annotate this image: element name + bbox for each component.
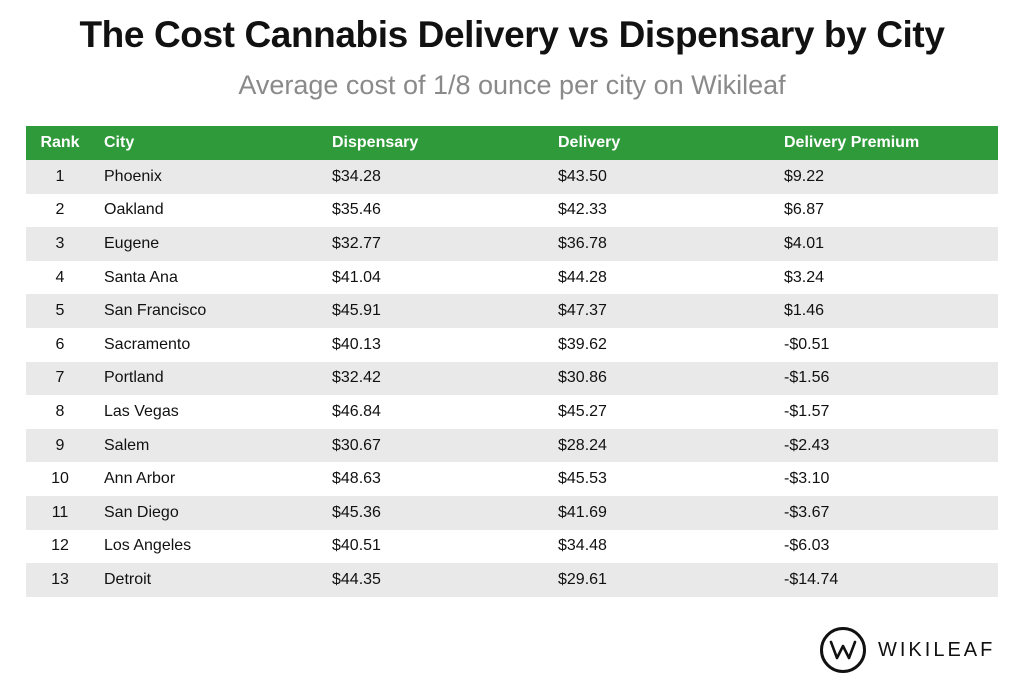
cell-rank: 4	[55, 268, 65, 286]
table-row: 5 San Francisco $45.91 $47.37 $1.46	[26, 294, 998, 328]
table-row: 12 Los Angeles $40.51 $34.48 -$6.03	[26, 529, 998, 564]
table-row: 9 Salem $30.67 $28.24 -$2.43	[26, 428, 998, 463]
cell-dispensary: $48.63	[332, 470, 381, 488]
cell-dispensary: $30.67	[332, 436, 381, 454]
cell-delivery: $42.33	[558, 201, 607, 219]
table-row: 6 Sacramento $40.13 $39.62 -$0.51	[26, 327, 998, 362]
cell-city: Oakland	[104, 201, 164, 219]
cell-city: San Francisco	[104, 302, 207, 320]
wikileaf-logo: WIKILEAF	[820, 626, 995, 674]
cell-dispensary: $45.91	[332, 302, 381, 320]
cell-delivery: $28.24	[558, 436, 607, 454]
cell-rank: 6	[55, 335, 65, 353]
cell-rank: 10	[51, 470, 69, 488]
chart-subtitle: Average cost of 1/8 ounce per city on Wi…	[238, 70, 786, 100]
cell-city: Las Vegas	[104, 402, 179, 420]
cell-rank: 5	[55, 302, 65, 320]
cell-city: Santa Ana	[104, 268, 178, 286]
cell-delivery-premium: -$0.51	[784, 335, 830, 353]
cell-delivery-premium: -$3.67	[784, 503, 830, 521]
cell-delivery: $29.61	[558, 570, 607, 588]
table-row: 3 Eugene $32.77 $36.78 $4.01	[26, 227, 998, 261]
table-row: 1 Phoenix $34.28 $43.50 $9.22	[26, 160, 998, 194]
cell-rank: 2	[55, 201, 65, 219]
cell-delivery: $39.62	[558, 335, 607, 353]
cell-city: Portland	[104, 369, 164, 387]
cell-rank: 9	[55, 436, 65, 454]
cell-city: Ann Arbor	[104, 470, 176, 488]
cell-city: Phoenix	[104, 167, 162, 185]
cell-rank: 12	[51, 537, 69, 555]
header-delivery: Delivery	[558, 134, 621, 151]
cell-delivery: $45.27	[558, 402, 607, 420]
cell-delivery-premium: -$1.57	[784, 402, 830, 420]
cell-city: Los Angeles	[104, 537, 192, 555]
cell-dispensary: $40.13	[332, 335, 381, 353]
cell-dispensary: $44.35	[332, 570, 381, 588]
cell-delivery: $45.53	[558, 470, 607, 488]
cell-dispensary: $40.51	[332, 537, 381, 555]
cell-rank: 3	[55, 234, 65, 252]
cell-delivery-premium: $4.01	[784, 234, 825, 252]
cell-delivery: $41.69	[558, 503, 607, 521]
header-dispensary: Dispensary	[332, 134, 419, 151]
table-header-row: Rank City Dispensary Delivery Delivery P…	[26, 126, 998, 160]
cell-delivery-premium: $3.24	[784, 268, 825, 286]
table-body: 1 Phoenix $34.28 $43.50 $9.22 2 Oakland $35.46 $…	[26, 160, 998, 597]
cell-city: Sacramento	[104, 335, 191, 353]
table-row: 10 Ann Arbor $48.63 $45.53 -$3.10	[26, 462, 998, 496]
cell-delivery-premium: $9.22	[784, 167, 825, 185]
cell-delivery: $36.78	[558, 234, 607, 252]
logo-text: WIKILEAF	[878, 638, 996, 661]
cell-rank: 7	[55, 369, 65, 387]
table-row: 2 Oakland $35.46 $42.33 $6.87	[26, 193, 998, 228]
cell-dispensary: $35.46	[332, 201, 381, 219]
cell-dispensary: $45.36	[332, 503, 381, 521]
data-table: Rank City Dispensary Delivery Delivery P…	[26, 126, 998, 597]
cell-delivery-premium: -$14.74	[784, 570, 839, 588]
cell-delivery: $30.86	[558, 369, 607, 387]
table-row: 11 San Diego $45.36 $41.69 -$3.67	[26, 495, 998, 530]
table-row: 8 Las Vegas $46.84 $45.27 -$1.57	[26, 395, 998, 429]
cell-delivery-premium: -$6.03	[784, 537, 830, 555]
cell-delivery-premium: $6.87	[784, 201, 825, 219]
header-city: City	[104, 134, 135, 151]
cell-city: Detroit	[104, 570, 152, 588]
cell-rank: 8	[55, 402, 65, 420]
cell-delivery-premium: $1.46	[784, 302, 825, 320]
table-row: 13 Detroit $44.35 $29.61 -$14.74	[26, 563, 998, 597]
cell-rank: 1	[55, 167, 65, 185]
cell-delivery: $43.50	[558, 167, 607, 185]
header-rank: Rank	[40, 134, 80, 151]
header-delivery-premium: Delivery Premium	[784, 134, 920, 151]
cell-rank: 13	[51, 570, 69, 588]
chart-title: The Cost Cannabis Delivery vs Dispensary…	[79, 14, 945, 55]
cell-delivery: $34.48	[558, 537, 607, 555]
cell-dispensary: $34.28	[332, 167, 381, 185]
cell-delivery: $47.37	[558, 302, 607, 320]
cell-delivery: $44.28	[558, 268, 607, 286]
w-circle-logo-icon	[820, 627, 866, 673]
cell-city: Salem	[104, 436, 150, 454]
cell-dispensary: $41.04	[332, 268, 381, 286]
table-row: 7 Portland $32.42 $30.86 -$1.56	[26, 361, 998, 396]
cell-city: Eugene	[104, 234, 160, 252]
cell-rank: 11	[51, 503, 69, 521]
cell-delivery-premium: -$1.56	[784, 369, 830, 387]
cell-delivery-premium: -$3.10	[784, 470, 830, 488]
cell-dispensary: $32.42	[332, 369, 381, 387]
cell-dispensary: $46.84	[332, 402, 381, 420]
cell-dispensary: $32.77	[332, 234, 381, 252]
cell-delivery-premium: -$2.43	[784, 436, 830, 454]
cell-city: San Diego	[104, 503, 179, 521]
table-row: 4 Santa Ana $41.04 $44.28 $3.24	[26, 260, 998, 295]
